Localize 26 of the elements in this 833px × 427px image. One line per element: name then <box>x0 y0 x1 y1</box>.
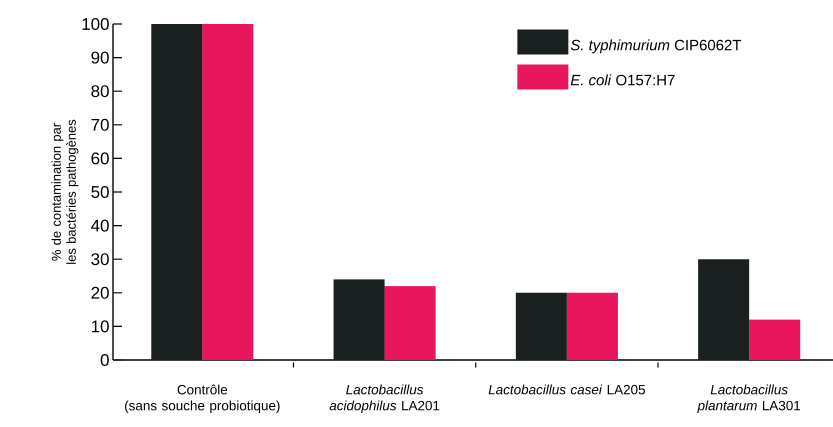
bar <box>384 286 436 360</box>
y-tick-label: 30 <box>91 253 109 266</box>
y-tick-label: 60 <box>92 152 109 164</box>
bar <box>698 259 750 360</box>
legend-label: E. coli O157:H7 <box>570 74 675 86</box>
bar <box>334 279 385 360</box>
legend-label: S. typhimurium CIP6062T <box>570 39 742 54</box>
y-tick-label: 0 <box>100 354 109 366</box>
y-tick-label: 20 <box>92 286 109 299</box>
x-tick-label: Lactobacillus plantarum LA301 <box>697 384 800 414</box>
y-tick-label: 50 <box>91 186 109 198</box>
y-tick-label: 90 <box>91 52 109 64</box>
y-tick-label: 40 <box>91 220 109 232</box>
bar <box>151 24 202 360</box>
bar <box>202 24 254 360</box>
x-tick-label: Lactobacillus casei LA205 <box>488 384 645 394</box>
y-tick-label: 100 <box>82 18 109 30</box>
x-tick-label: Lactobacillus acidophilus LA201 <box>330 384 440 414</box>
bar <box>566 292 618 360</box>
x-tick-label: Contrôle (sans souche probiotique) <box>125 384 280 414</box>
y-tick-label: 70 <box>92 118 109 131</box>
y-axis-title: % de contamination par les bactéries pathogènes <box>51 120 78 264</box>
bar <box>749 320 800 360</box>
y-tick-label: 80 <box>91 85 109 98</box>
bar <box>516 292 567 360</box>
y-tick-label: 10 <box>92 320 109 332</box>
